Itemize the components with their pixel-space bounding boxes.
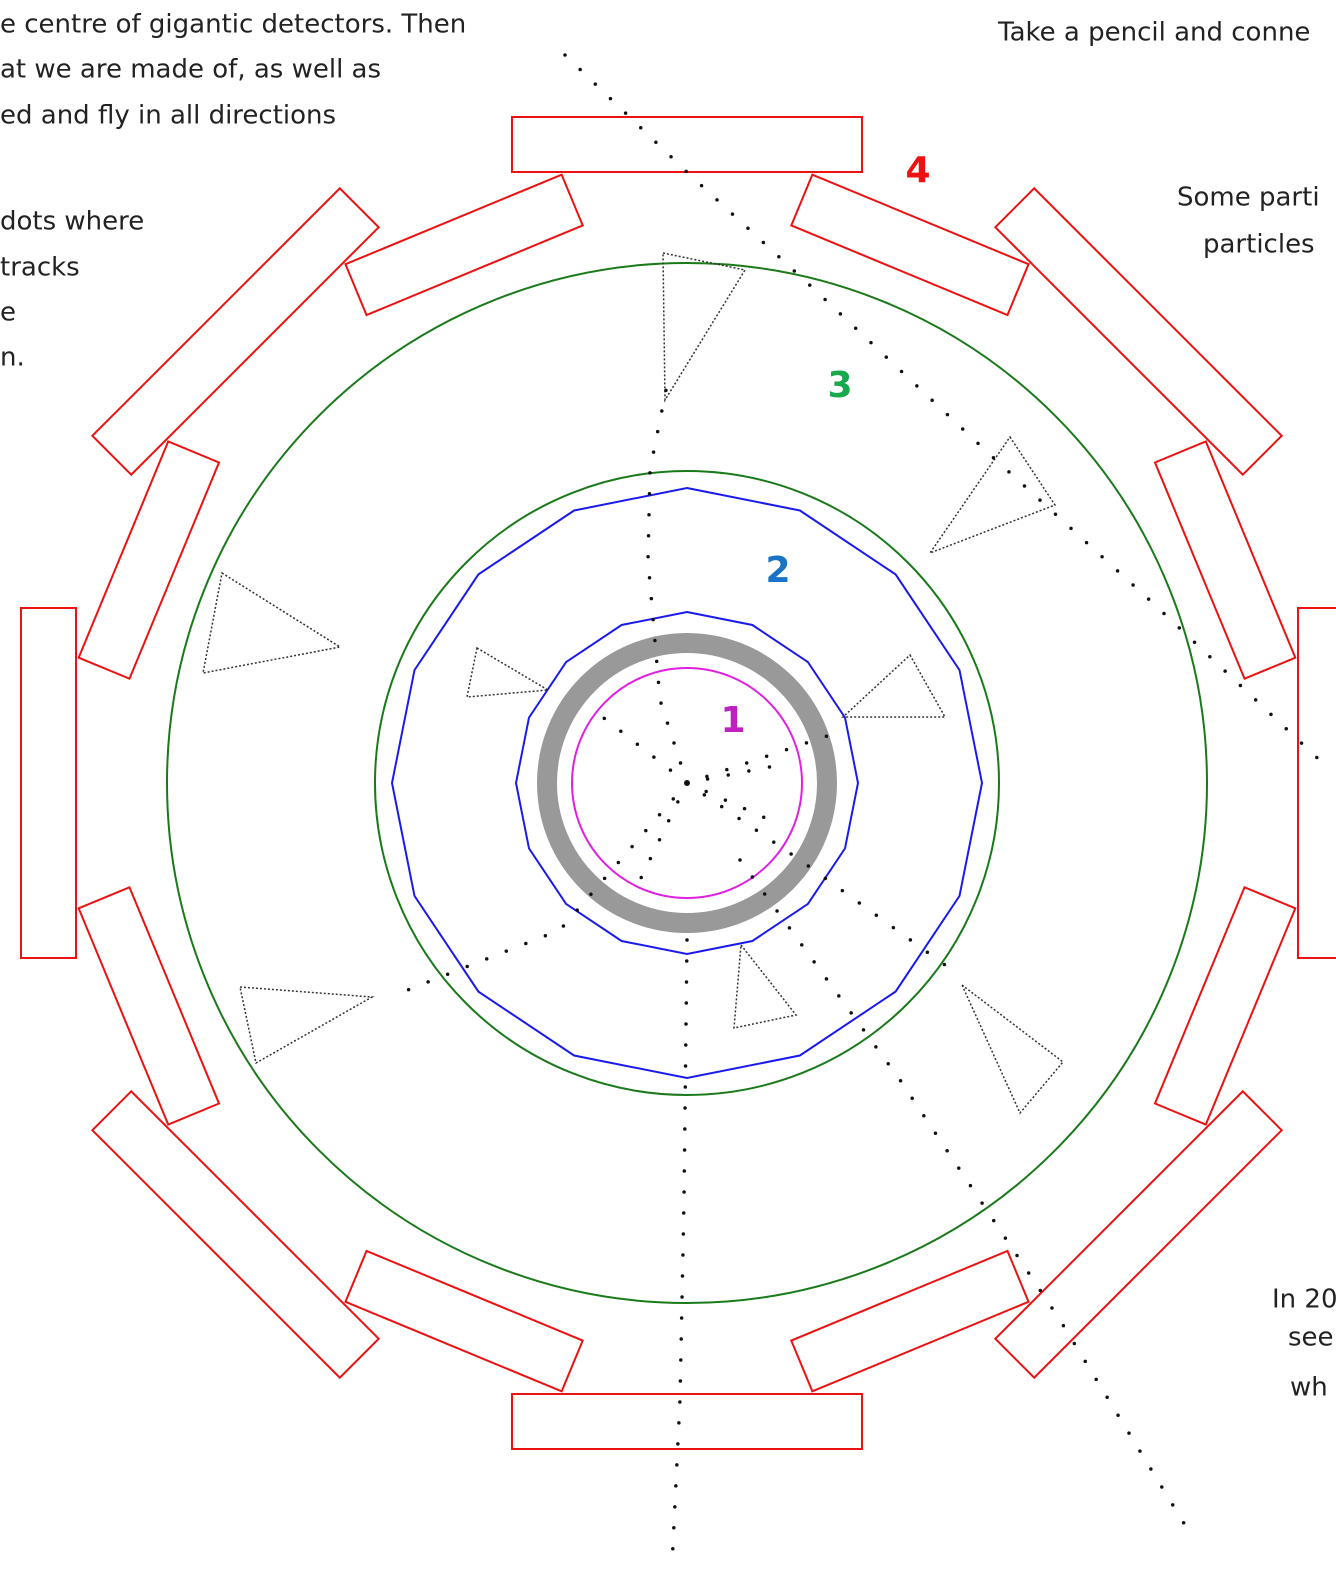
info-text: wh <box>1290 1373 1328 1403</box>
instruction-text: dots where <box>0 207 144 237</box>
dotted-triangle <box>466 646 551 698</box>
outer-calorimeter-ring <box>166 262 1208 1304</box>
dotted-triangle <box>202 571 343 674</box>
region-label: 2 <box>765 550 790 591</box>
dotted-track <box>646 378 689 785</box>
muon-chamber <box>993 186 1284 477</box>
dotted-track <box>670 938 689 1567</box>
instruction-text: tracks <box>0 253 80 283</box>
collision-point <box>684 780 690 786</box>
dotted-track <box>685 763 782 785</box>
dotted-track <box>598 713 689 785</box>
inner-calorimeter-ring <box>374 470 1000 1096</box>
instruction-text: n. <box>0 343 25 373</box>
outer-blue-polygon <box>390 486 984 1080</box>
muon-chamber <box>1297 607 1336 959</box>
dotted-triangle <box>961 984 1065 1115</box>
region-label: 3 <box>827 365 852 406</box>
muon-chamber <box>1153 440 1297 681</box>
muon-chamber <box>20 607 77 959</box>
beam-pipe-ring <box>537 633 837 933</box>
intro-text: at we are made of, as well as <box>0 55 381 85</box>
muon-chamber <box>789 173 1030 317</box>
inner-blue-polygon <box>514 610 860 956</box>
muon-chamber <box>90 1089 381 1380</box>
info-text: Some parti <box>1177 183 1320 213</box>
intro-text: ed and fly in all directions <box>0 101 336 131</box>
muon-chamber <box>77 440 221 681</box>
dotted-triangle <box>928 435 1057 555</box>
dotted-track <box>685 781 772 822</box>
muon-chamber <box>511 1393 863 1450</box>
info-text: In 20 <box>1272 1285 1336 1315</box>
dotted-triangle <box>733 943 798 1029</box>
dotted-track <box>685 733 832 785</box>
region-label: 4 <box>905 150 930 191</box>
info-text: see <box>1288 1323 1334 1353</box>
dotted-track <box>738 858 1187 1527</box>
muon-chamber <box>993 1089 1284 1380</box>
dotted-triangle <box>662 252 747 403</box>
dotted-triangle <box>239 986 375 1065</box>
muon-chamber <box>511 116 863 173</box>
dotted-triangle <box>841 653 947 718</box>
detector <box>20 53 1336 1567</box>
dotted-track <box>563 53 1332 772</box>
muon-chamber <box>1153 885 1297 1126</box>
muon-chamber <box>344 173 585 317</box>
tracker-ring <box>571 667 803 899</box>
info-text: particles <box>1203 230 1315 260</box>
instruction-text: Take a pencil and conne <box>997 18 1310 48</box>
region-label: 1 <box>720 700 745 741</box>
muon-chamber <box>77 885 221 1126</box>
muon-chamber <box>344 1249 585 1393</box>
muon-chamber <box>789 1249 1030 1393</box>
muon-chamber <box>90 186 381 477</box>
instruction-text: e <box>0 298 16 328</box>
intro-text: e centre of gigantic detectors. Then <box>0 10 466 40</box>
